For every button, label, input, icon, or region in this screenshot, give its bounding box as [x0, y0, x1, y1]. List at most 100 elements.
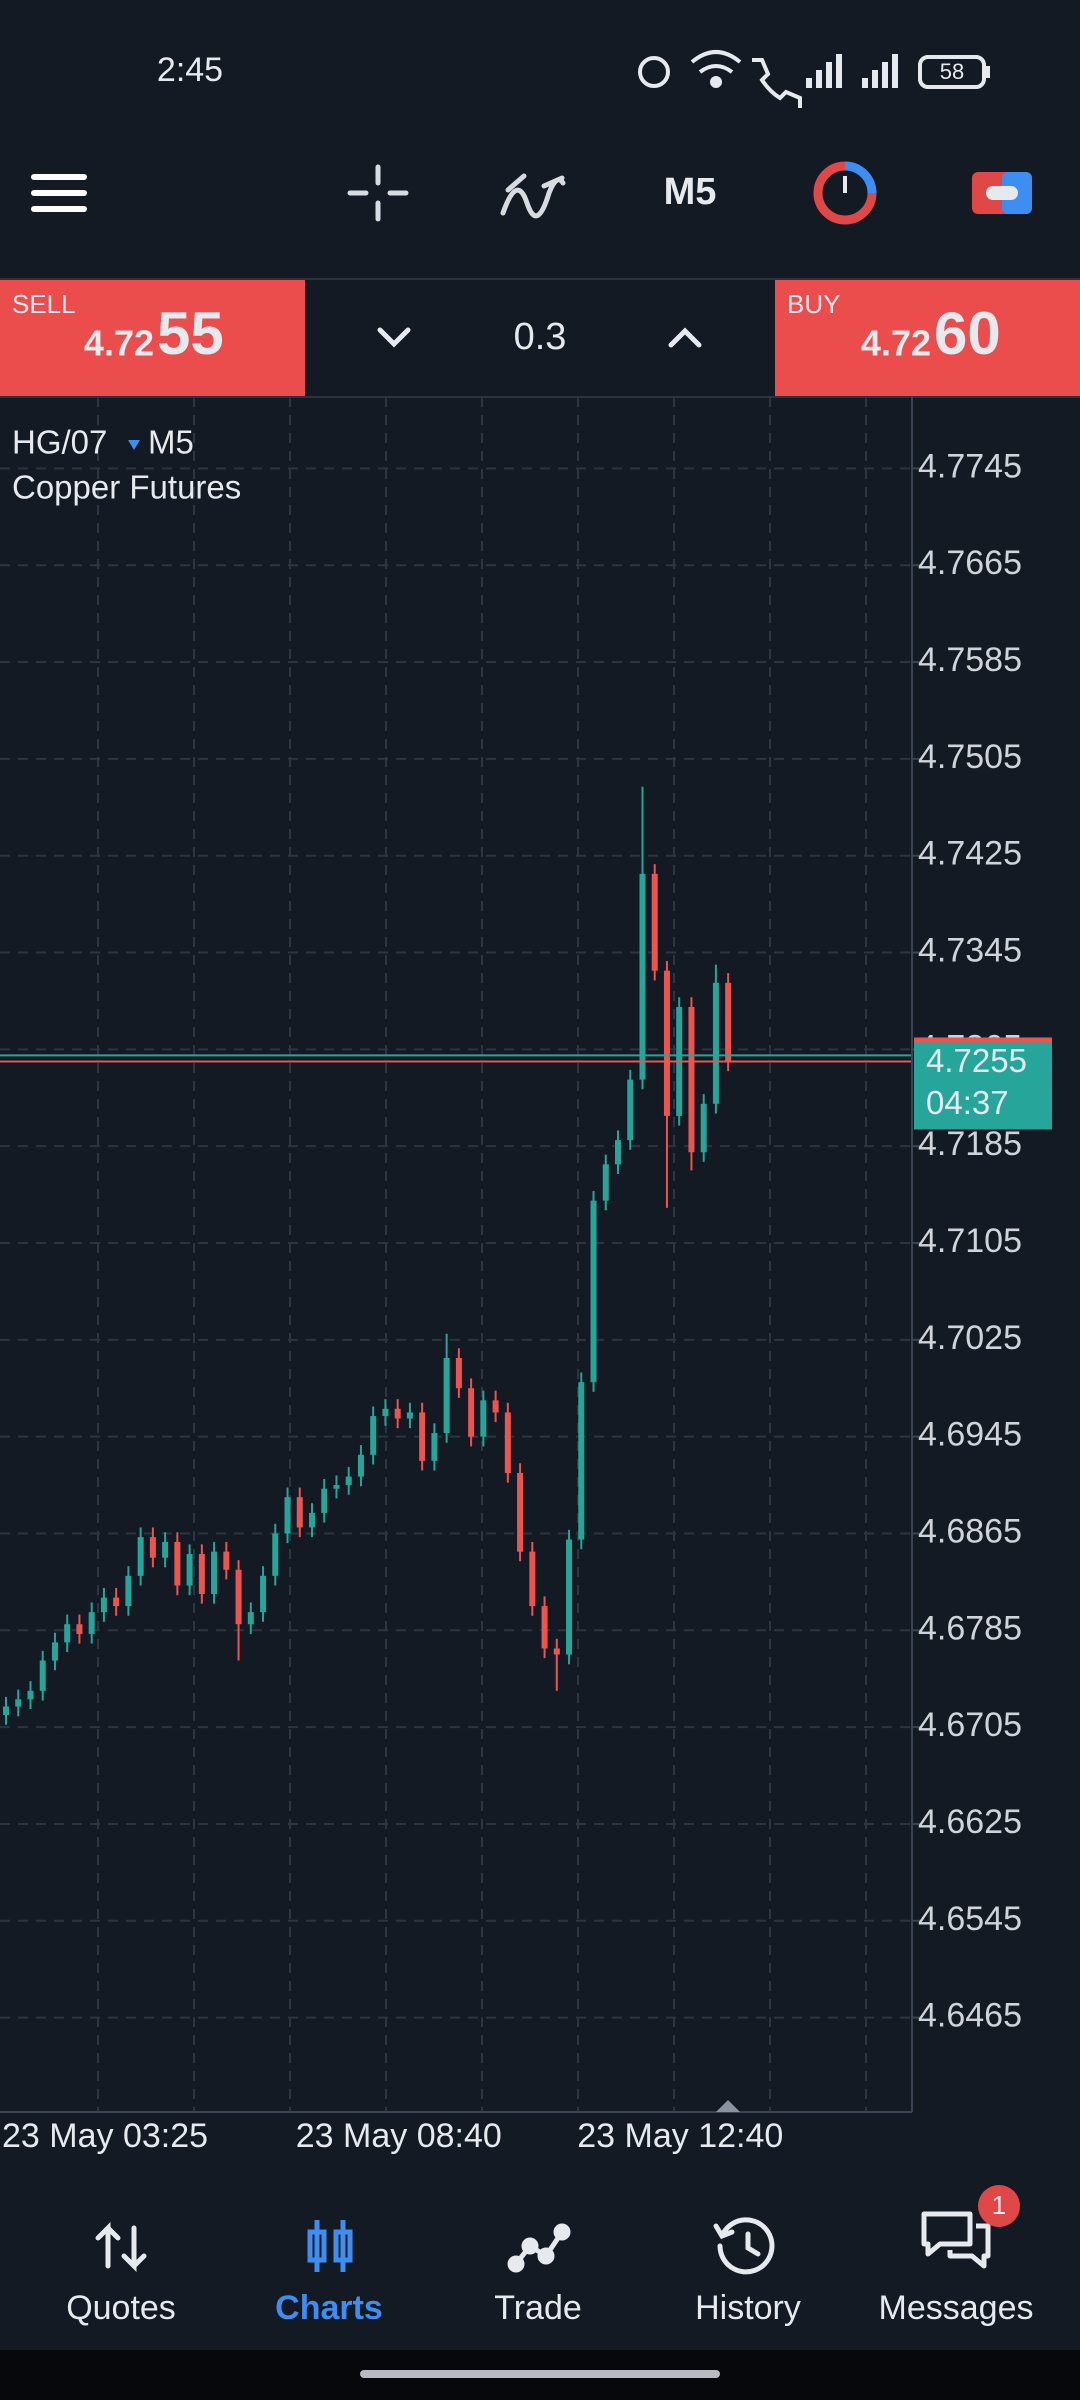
candle-body	[700, 1103, 707, 1153]
nav-history[interactable]: History	[695, 2289, 801, 2327]
candle-body	[663, 970, 670, 1116]
y-tick-label: 4.7425	[918, 835, 1022, 873]
candle-body	[651, 873, 658, 971]
candle-body	[186, 1554, 193, 1586]
candle-body	[725, 982, 732, 1062]
candle-body	[284, 1497, 291, 1534]
candle-body	[406, 1412, 413, 1419]
sell-button[interactable]	[0, 280, 305, 397]
buy-price-suffix: 60	[934, 300, 1001, 367]
x-tick-label: 23 May 12:40	[577, 2117, 783, 2155]
candle-body	[504, 1412, 511, 1473]
candle-body	[162, 1541, 169, 1558]
candle-body	[688, 1006, 695, 1153]
y-tick-label: 4.7665	[918, 544, 1022, 582]
candle-body	[712, 982, 719, 1104]
messages-icon	[921, 2211, 991, 2269]
charts-icon	[307, 2220, 353, 2272]
candle-body	[590, 1200, 597, 1383]
badge-count: 1	[992, 2190, 1006, 2220]
candle-body	[223, 1551, 230, 1570]
y-tick-label: 4.7105	[918, 1222, 1022, 1260]
symbol-dropdown[interactable]	[128, 440, 140, 450]
candle-body	[382, 1408, 389, 1417]
candle-body	[345, 1476, 352, 1486]
bid-price-label: 4.7255	[926, 1042, 1027, 1079]
y-tick-label: 4.6465	[918, 1997, 1022, 2035]
candle-body	[272, 1533, 279, 1576]
volume[interactable]: 0.3	[514, 316, 567, 358]
y-tick-label: 4.6865	[918, 1512, 1022, 1550]
sell-label: SELL	[12, 289, 76, 319]
candle-body	[137, 1537, 144, 1576]
scroll-marker[interactable]	[716, 2100, 740, 2112]
nav-quotes[interactable]: Quotes	[66, 2289, 176, 2327]
chart-timeframe: M5	[148, 424, 194, 461]
gesture-bar[interactable]	[360, 2370, 720, 2378]
x-tick-label: 23 May 08:40	[296, 2117, 502, 2155]
bottom-nav	[0, 2180, 1080, 2350]
y-tick-label: 4.7185	[918, 1125, 1022, 1163]
menu-button[interactable]	[31, 174, 87, 212]
candle-body	[333, 1485, 340, 1489]
status-icons	[638, 50, 990, 108]
sell-price-prefix: 4.72	[84, 323, 154, 364]
buy-button[interactable]	[775, 280, 1080, 397]
timeframe-button[interactable]: M5	[664, 171, 717, 213]
candle-body	[553, 1648, 560, 1655]
candle-body	[15, 1699, 22, 1707]
buy-price-prefix: 4.72	[861, 323, 931, 364]
y-tick-label: 4.6625	[918, 1803, 1022, 1841]
chart-title: Copper Futures	[12, 469, 241, 506]
candle-body	[321, 1488, 328, 1513]
trade-icon	[507, 2223, 571, 2273]
price-label-box	[914, 1041, 1052, 1130]
candle-body	[578, 1382, 585, 1540]
sell-price-suffix: 55	[157, 300, 224, 367]
candle-body	[394, 1408, 401, 1419]
candle-body	[492, 1400, 499, 1413]
candle-body	[51, 1642, 58, 1661]
candle-body	[174, 1541, 181, 1586]
history-icon	[713, 2217, 775, 2275]
candle-body	[211, 1551, 218, 1594]
candle-body	[419, 1412, 426, 1461]
candle-body	[39, 1660, 46, 1691]
candle-body	[64, 1624, 71, 1643]
candle-body	[113, 1597, 120, 1607]
candle-body	[443, 1357, 450, 1434]
one-click-button[interactable]	[813, 161, 877, 225]
chart-symbol[interactable]: HG/07	[12, 424, 107, 461]
candle-body	[296, 1497, 303, 1528]
trade-button[interactable]	[972, 172, 1032, 214]
price-label-strip	[914, 1037, 1052, 1043]
candle-body	[615, 1140, 621, 1165]
countdown-label: 04:37	[926, 1084, 1009, 1121]
volume-down[interactable]	[377, 327, 411, 348]
badge	[978, 2185, 1020, 2227]
nav-charts[interactable]: Charts	[275, 2289, 383, 2327]
candle-body	[309, 1512, 315, 1528]
candle-body	[468, 1388, 475, 1437]
candle-body	[627, 1079, 634, 1141]
nav-messages[interactable]: Messages	[879, 2289, 1034, 2327]
y-tick-label: 4.7345	[918, 932, 1022, 970]
candle-body	[260, 1575, 267, 1613]
crosshair-button[interactable]	[347, 164, 409, 222]
candle-body	[639, 873, 646, 1080]
y-tick-label: 4.6705	[918, 1706, 1022, 1744]
indicators-button[interactable]	[500, 173, 566, 219]
candle-body	[100, 1597, 107, 1613]
y-tick-label: 4.6545	[918, 1900, 1022, 1938]
candle-body	[3, 1706, 9, 1716]
volume-up[interactable]	[668, 327, 702, 348]
status-time: 2:45	[157, 51, 223, 89]
candle-body	[370, 1416, 377, 1455]
y-tick-label: 4.6785	[918, 1609, 1022, 1647]
candle-body	[27, 1690, 34, 1700]
nav-trade[interactable]: Trade	[494, 2289, 582, 2327]
candle-body	[480, 1400, 487, 1437]
candle-body	[455, 1357, 462, 1389]
